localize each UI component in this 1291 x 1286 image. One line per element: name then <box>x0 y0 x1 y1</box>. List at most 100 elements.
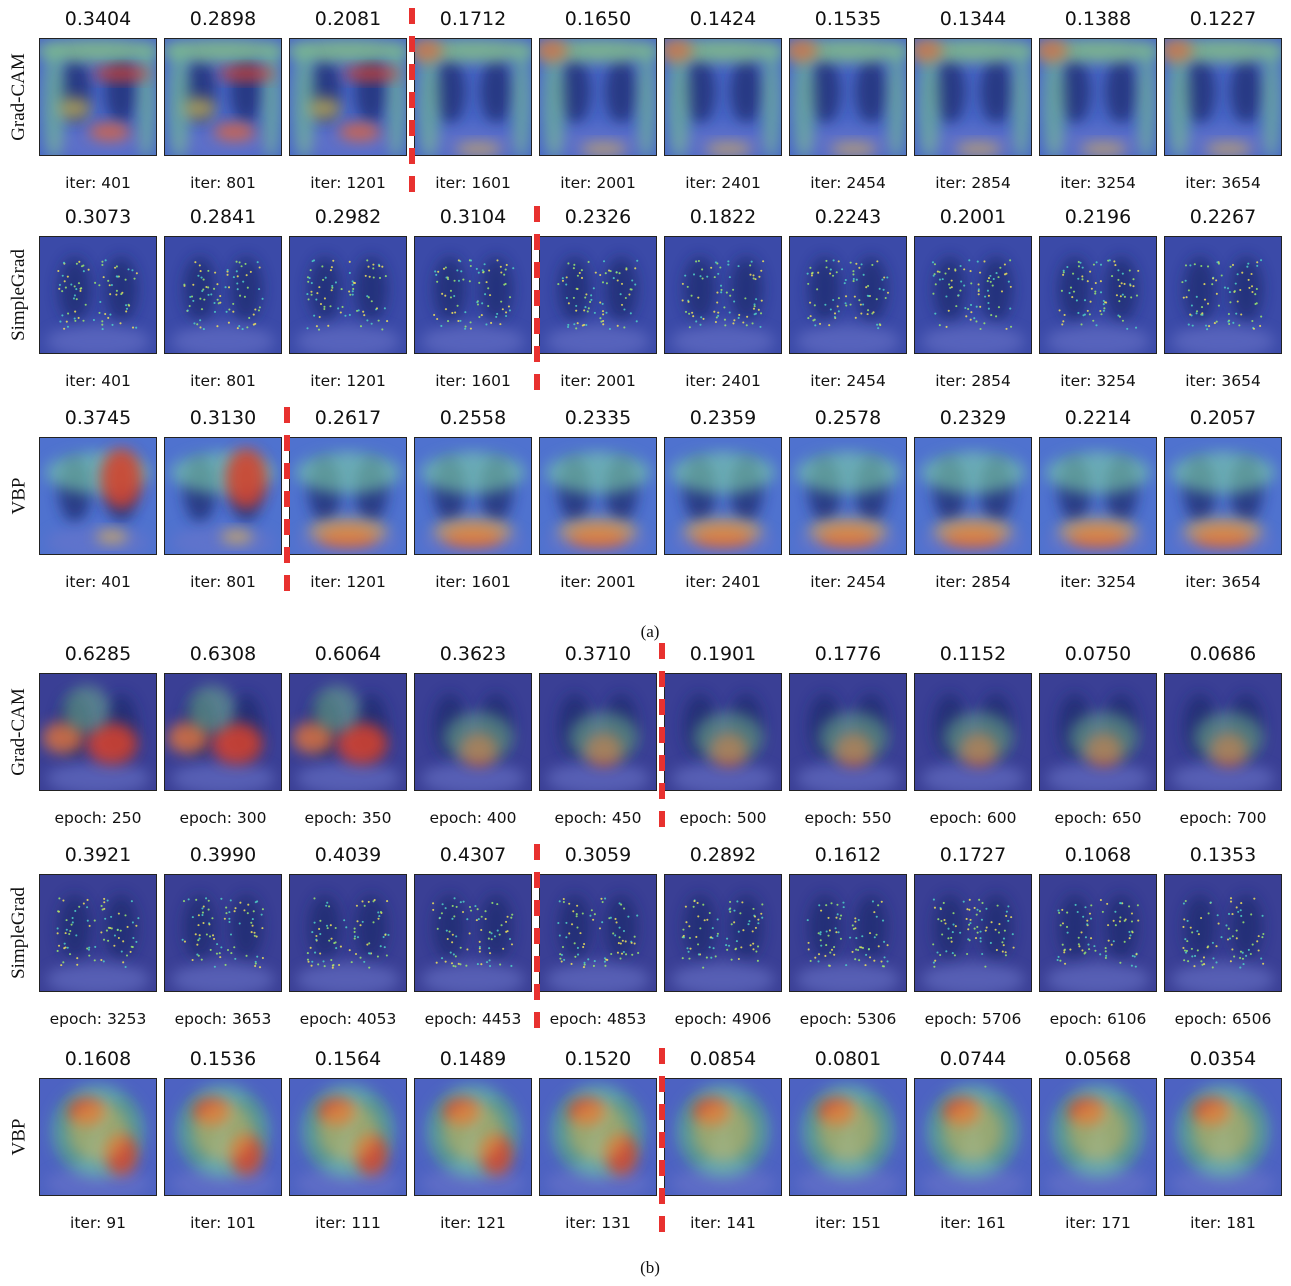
saliency-heatmap <box>914 673 1032 791</box>
training-step-label: epoch: 3253 <box>49 1010 147 1028</box>
saliency-heatmap <box>289 1078 407 1196</box>
row-label-text: VBP <box>8 1118 29 1156</box>
phase-divider <box>534 206 540 390</box>
saliency-score: 0.6064 <box>314 643 382 665</box>
saliency-score: 0.2359 <box>689 407 757 429</box>
saliency-score: 0.1388 <box>1064 8 1132 30</box>
training-step-label: iter: 401 <box>65 372 131 390</box>
saliency-score: 0.0854 <box>689 1048 757 1070</box>
saliency-score: 0.3921 <box>64 844 132 866</box>
saliency-heatmap <box>789 1078 907 1196</box>
saliency-heatmap <box>789 874 907 992</box>
saliency-heatmap <box>39 1078 157 1196</box>
saliency-heatmap <box>414 38 532 156</box>
saliency-score: 0.2892 <box>689 844 757 866</box>
training-step-label: iter: 171 <box>1065 1214 1131 1232</box>
saliency-score: 0.2898 <box>189 8 257 30</box>
saliency-heatmap <box>414 874 532 992</box>
saliency-heatmap <box>289 437 407 555</box>
row-label: Grad-CAM <box>2 38 36 156</box>
training-step-label: iter: 2401 <box>685 372 761 390</box>
saliency-score: 0.1489 <box>439 1048 507 1070</box>
saliency-heatmap <box>164 1078 282 1196</box>
saliency-score: 0.2214 <box>1064 407 1132 429</box>
training-step-label: iter: 3254 <box>1060 174 1136 192</box>
saliency-heatmap <box>414 437 532 555</box>
training-step-label: iter: 111 <box>315 1214 381 1232</box>
row-label-text: Grad-CAM <box>8 688 30 776</box>
training-step-label: iter: 2001 <box>560 573 636 591</box>
saliency-score: 0.1152 <box>939 643 1007 665</box>
saliency-heatmap <box>664 38 782 156</box>
saliency-heatmap <box>539 1078 657 1196</box>
training-step-label: epoch: 500 <box>679 809 767 827</box>
phase-divider <box>659 1048 665 1232</box>
saliency-heatmap <box>789 236 907 354</box>
saliency-score: 0.2243 <box>814 206 882 228</box>
saliency-heatmap <box>39 874 157 992</box>
training-step-label: iter: 2854 <box>935 372 1011 390</box>
saliency-heatmap <box>539 673 657 791</box>
saliency-heatmap <box>414 673 532 791</box>
saliency-score: 0.2558 <box>439 407 507 429</box>
saliency-score: 0.2001 <box>939 206 1007 228</box>
saliency-score: 0.3710 <box>564 643 632 665</box>
saliency-score: 0.1536 <box>189 1048 257 1070</box>
training-step-label: epoch: 6506 <box>1174 1010 1272 1028</box>
training-step-label: iter: 3254 <box>1060 372 1136 390</box>
row-label-text: SimpleGrad <box>8 887 30 979</box>
saliency-score: 0.6285 <box>64 643 132 665</box>
saliency-score: 0.0686 <box>1189 643 1257 665</box>
training-step-label: iter: 151 <box>815 1214 881 1232</box>
saliency-score: 0.1712 <box>439 8 507 30</box>
training-step-label: epoch: 5706 <box>924 1010 1022 1028</box>
saliency-heatmap <box>164 38 282 156</box>
saliency-score: 0.3059 <box>564 844 632 866</box>
training-step-label: epoch: 300 <box>179 809 267 827</box>
panel-caption: (a) <box>640 622 660 641</box>
saliency-heatmap <box>664 1078 782 1196</box>
saliency-heatmap <box>664 437 782 555</box>
saliency-score: 0.2057 <box>1189 407 1257 429</box>
saliency-score: 0.0801 <box>814 1048 882 1070</box>
training-step-label: iter: 3654 <box>1185 372 1261 390</box>
saliency-heatmap <box>39 673 157 791</box>
saliency-heatmap <box>664 673 782 791</box>
training-step-label: epoch: 450 <box>554 809 642 827</box>
saliency-heatmap <box>914 38 1032 156</box>
training-step-label: iter: 1601 <box>435 174 511 192</box>
training-step-label: epoch: 250 <box>54 809 142 827</box>
saliency-score: 0.2267 <box>1189 206 1257 228</box>
saliency-heatmap <box>164 437 282 555</box>
row-label-text: VBP <box>8 477 29 515</box>
training-step-label: epoch: 3653 <box>174 1010 272 1028</box>
saliency-heatmap <box>164 673 282 791</box>
saliency-score: 0.1227 <box>1189 8 1257 30</box>
saliency-score: 0.1901 <box>689 643 757 665</box>
saliency-heatmap <box>289 673 407 791</box>
row-label: Grad-CAM <box>2 673 36 791</box>
saliency-heatmap <box>914 874 1032 992</box>
training-step-label: iter: 91 <box>70 1214 126 1232</box>
training-step-label: iter: 3654 <box>1185 573 1261 591</box>
training-step-label: iter: 1201 <box>310 372 386 390</box>
training-step-label: epoch: 550 <box>804 809 892 827</box>
saliency-score: 0.6308 <box>189 643 257 665</box>
saliency-score: 0.3104 <box>439 206 507 228</box>
saliency-heatmap <box>414 236 532 354</box>
row-label: SimpleGrad <box>2 236 36 354</box>
saliency-heatmap <box>539 437 657 555</box>
saliency-heatmap <box>1164 874 1282 992</box>
saliency-score: 0.0744 <box>939 1048 1007 1070</box>
training-step-label: epoch: 350 <box>304 809 392 827</box>
saliency-score: 0.3130 <box>189 407 257 429</box>
training-step-label: iter: 801 <box>190 174 256 192</box>
saliency-score: 0.3990 <box>189 844 257 866</box>
training-step-label: iter: 141 <box>690 1214 756 1232</box>
saliency-score: 0.1344 <box>939 8 1007 30</box>
training-step-label: iter: 2854 <box>935 573 1011 591</box>
saliency-score: 0.4039 <box>314 844 382 866</box>
saliency-score: 0.0354 <box>1189 1048 1257 1070</box>
saliency-score: 0.1353 <box>1189 844 1257 866</box>
saliency-heatmap <box>1039 437 1157 555</box>
